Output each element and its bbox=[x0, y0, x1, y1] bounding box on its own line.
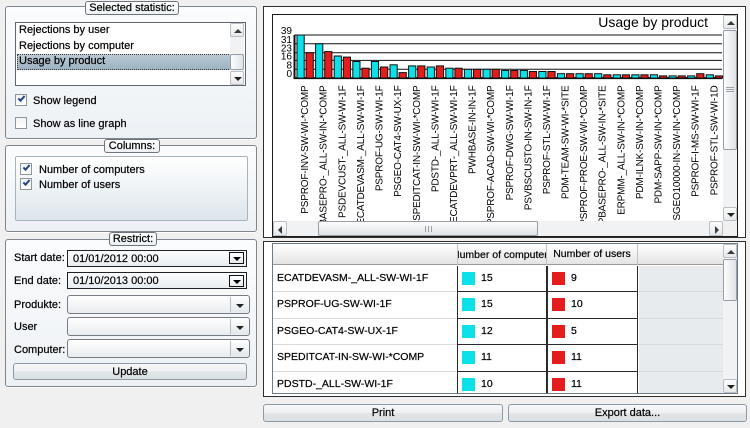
svg-text:ECATDEVPRT-_ALL-SW-WI-1F: ECATDEVPRT-_ALL-SW-WI-1F bbox=[449, 85, 460, 223]
svg-text:PSVBSCUSTO-IN-SW-IN-1F: PSVBSCUSTO-IN-SW-IN-1F bbox=[523, 85, 534, 210]
svg-text:PSPROF-STL-SW-WI-1D: PSPROF-STL-SW-WI-1D bbox=[709, 86, 720, 196]
svg-text:ERPMM-_ALL-SW-IN-*COMP: ERPMM-_ALL-SW-IN-*COMP bbox=[616, 85, 627, 215]
svg-text:PSPROF-UG-SW-WI-1F: PSPROF-UG-SW-WI-1F bbox=[375, 85, 386, 191]
svg-text:PSDEVCUST-_ALL-SW-WI-1F: PSDEVCUST-_ALL-SW-WI-1F bbox=[337, 85, 348, 218]
svg-text:PSBASEPRO-_ALL-SW-IN-*COMP: PSBASEPRO-_ALL-SW-IN-*COMP bbox=[319, 85, 330, 236]
svg-text:PSPROF-PROE-SW-WI-*COMP: PSPROF-PROE-SW-WI-*COMP bbox=[579, 85, 590, 226]
svg-text:PBASEPRO-_ALL-SW-IN-*SITE: PBASEPRO-_ALL-SW-IN-*SITE bbox=[598, 85, 609, 224]
svg-text:PSPROF-I-MS-SW-WI-1F: PSPROF-I-MS-SW-WI-1F bbox=[691, 85, 702, 196]
svg-text:39: 39 bbox=[281, 26, 293, 37]
svg-text:16: 16 bbox=[281, 51, 293, 62]
svg-text:Usage by product: Usage by product bbox=[598, 15, 708, 30]
svg-text:31: 31 bbox=[281, 35, 293, 46]
svg-text:ECATDEVASM-_ALL-SW-WI-1F: ECATDEVASM-_ALL-SW-WI-1F bbox=[356, 85, 367, 224]
svg-text:PSPROF-INV-SW-WI-*COMP: PSPROF-INV-SW-WI-*COMP bbox=[300, 85, 311, 214]
svg-text:SPEDITCAT-IN-SW-WI-*COMP: SPEDITCAT-IN-SW-WI-*COMP bbox=[412, 85, 423, 221]
svg-text:PSPROF-DWG-SW-WI-1F: PSPROF-DWG-SW-WI-1F bbox=[505, 85, 516, 200]
svg-text:PDM-SAPP-SW-IN-*COMP: PDM-SAPP-SW-IN-*COMP bbox=[654, 85, 665, 204]
svg-text:PDSTD-_ALL-SW-WI-1F: PDSTD-_ALL-SW-WI-1F bbox=[430, 85, 441, 192]
svg-text:PSPROF-STL-SW-WI-1F: PSPROF-STL-SW-WI-1F bbox=[542, 85, 553, 194]
svg-text:8: 8 bbox=[286, 60, 292, 71]
svg-text:PWHBASE-IN-IN-1F: PWHBASE-IN-IN-1F bbox=[468, 85, 479, 174]
svg-text:PSPROF-ACAD-SW-WI-*COMP: PSPROF-ACAD-SW-WI-*COMP bbox=[486, 85, 497, 225]
svg-text:PDM-ILNK-SW-IN-*COMP: PDM-ILNK-SW-IN-*COMP bbox=[635, 85, 646, 199]
svg-text:PSGEO-CAT4-SW-UX-1F: PSGEO-CAT4-SW-UX-1F bbox=[393, 85, 404, 196]
svg-text:PDM-TEAM-SW-WI-*SITE: PDM-TEAM-SW-WI-*SITE bbox=[561, 85, 572, 199]
svg-text:23: 23 bbox=[281, 44, 293, 55]
svg-text:PSGEO10000-IN-SW-IN-*COMP: PSGEO10000-IN-SW-IN-*COMP bbox=[672, 85, 683, 227]
svg-text:0: 0 bbox=[286, 69, 292, 80]
